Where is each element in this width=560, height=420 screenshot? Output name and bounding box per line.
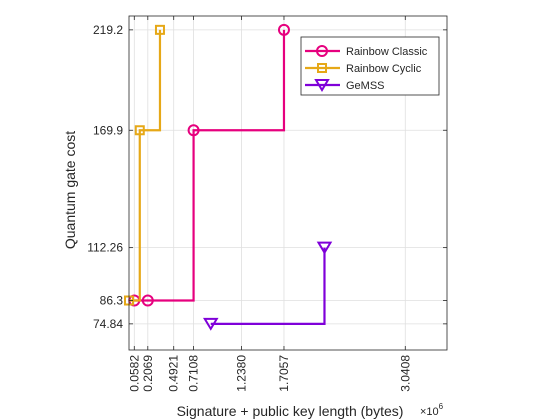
series-line (129, 29, 162, 302)
series-gemss (203, 241, 333, 331)
y-tick-label: 112.26 (87, 241, 123, 255)
x-axis-label: Signature + public key length (bytes) (177, 403, 404, 419)
y-tick-label: 169.9 (93, 123, 123, 137)
legend-entry[interactable]: Rainbow Cyclic (305, 63, 422, 75)
y-axis-label: Quantum gate cost (62, 131, 78, 249)
data-point (316, 241, 333, 255)
x-tick-label: 0.2069 (141, 355, 155, 392)
x-tick-label: 0.0582 (127, 355, 141, 392)
series-rainbow-classic (128, 23, 290, 307)
data-point (187, 124, 200, 137)
axes (128, 15, 448, 351)
legend-label: Rainbow Cyclic (346, 63, 422, 75)
legend-label: GeMSS (346, 80, 385, 92)
y-tick-label: 86.3 (100, 294, 124, 308)
x-tick-label: 0.4921 (167, 355, 181, 392)
series-layer (124, 23, 333, 331)
x-tick-label: 0.7108 (187, 355, 201, 392)
data-point (141, 294, 154, 307)
legend-marker (316, 45, 328, 57)
legend-entry[interactable]: Rainbow Classic (305, 45, 428, 58)
series-line (210, 247, 326, 325)
data-point (134, 125, 145, 136)
data-point (203, 317, 219, 331)
tick-labels: 0.0582 0.2069 0.4921 0.7108 1.2380 1.7057 3.04… (87, 23, 412, 392)
legend-marker (317, 63, 327, 73)
series-line (134, 29, 286, 302)
data-point (154, 24, 165, 35)
x-exponent-base: ×10 (420, 406, 439, 418)
legend[interactable]: Rainbow Classic Rainbow Cyclic GeMSS (300, 36, 440, 96)
x-exponent-power: 6 (439, 402, 444, 411)
x-tick-label: 1.7057 (277, 355, 291, 392)
plot-area-box (128, 15, 448, 351)
series-rainbow-cyclic (124, 24, 165, 306)
data-point (277, 23, 290, 36)
x-tick-label: 1.2380 (234, 355, 248, 392)
legend-label: Rainbow Classic (346, 46, 428, 58)
y-tick-label: 219.2 (93, 23, 123, 37)
x-tick-label: 3.0408 (398, 355, 412, 392)
y-tick-label: 74.84 (93, 317, 123, 331)
x-axis-exponent: ×106 (420, 402, 444, 418)
legend-entry[interactable]: GeMSS (305, 79, 385, 92)
legend-marker (314, 79, 330, 92)
